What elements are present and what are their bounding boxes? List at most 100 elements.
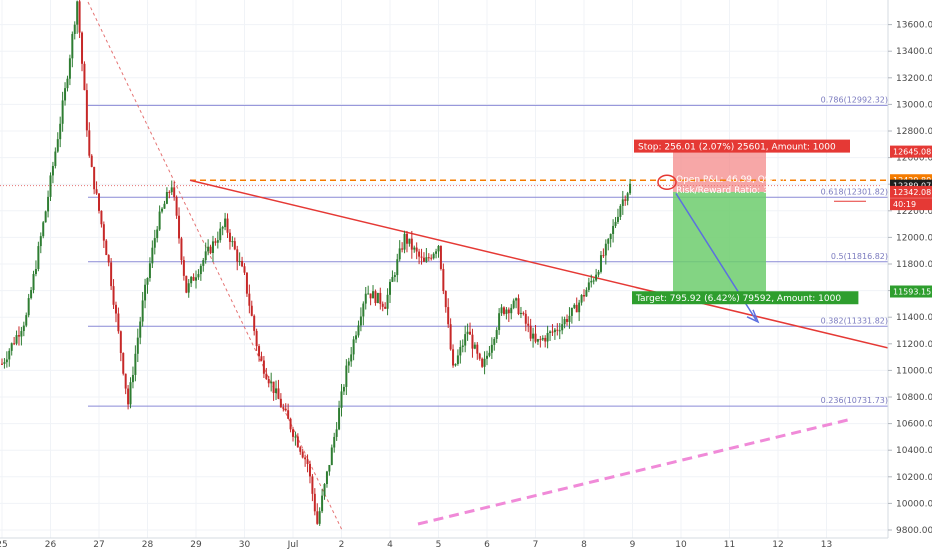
candle-body bbox=[592, 280, 595, 282]
candle-body bbox=[558, 330, 561, 332]
time-tick-label: 11 bbox=[724, 540, 735, 550]
candle-body bbox=[168, 191, 171, 193]
candle-body bbox=[192, 276, 195, 281]
candle-body bbox=[136, 337, 139, 354]
candle-body bbox=[54, 151, 57, 166]
candle-body bbox=[391, 276, 394, 282]
candle-body bbox=[112, 286, 115, 305]
candle-body bbox=[272, 381, 275, 394]
candle-body bbox=[561, 324, 564, 331]
candle-body bbox=[44, 211, 47, 223]
price-tag-label: 12645.08 bbox=[893, 148, 931, 157]
candle-body bbox=[127, 388, 130, 405]
candle-body bbox=[195, 277, 197, 281]
candle-body bbox=[105, 240, 108, 256]
position-tool[interactable] bbox=[673, 151, 766, 292]
price-tick-label: 11800.00 bbox=[896, 260, 932, 270]
candle-body bbox=[367, 293, 370, 295]
price-axis[interactable]: 9800.00 10000.00 10200.00 10400.00 10600.00 1… bbox=[887, 0, 932, 550]
candle-body bbox=[318, 511, 321, 524]
candle-body bbox=[389, 281, 391, 295]
candle-body bbox=[25, 315, 28, 326]
candle-body bbox=[37, 246, 40, 270]
candle-body bbox=[435, 251, 438, 254]
time-tick-label: 28 bbox=[142, 540, 154, 550]
candle-body bbox=[277, 388, 280, 399]
candle-body bbox=[629, 183, 632, 194]
pink-dashed-trendline bbox=[417, 417, 853, 526]
candle-body bbox=[418, 251, 421, 257]
candle-body bbox=[449, 324, 452, 350]
candle-body bbox=[175, 197, 178, 216]
candle-body bbox=[311, 476, 314, 494]
candle-body bbox=[119, 331, 122, 353]
candle-body bbox=[204, 251, 207, 261]
candle-body bbox=[488, 352, 491, 356]
candle-body bbox=[590, 280, 593, 283]
time-axis-background bbox=[0, 538, 932, 550]
price-tick-label: 12200.00 bbox=[896, 207, 932, 217]
candle-body bbox=[180, 238, 183, 261]
candle-body bbox=[478, 353, 481, 359]
candle-body bbox=[117, 313, 120, 332]
candle-body bbox=[163, 203, 166, 209]
candle-body bbox=[328, 464, 331, 472]
candle-body bbox=[253, 315, 256, 331]
candle-body bbox=[510, 307, 513, 314]
candle-body bbox=[330, 447, 333, 465]
candle-body bbox=[544, 337, 547, 342]
candle-body bbox=[415, 247, 418, 252]
candle-body bbox=[93, 166, 96, 190]
time-tick-label: 7 bbox=[533, 540, 539, 550]
candle-body bbox=[408, 238, 411, 244]
candle-body bbox=[621, 199, 624, 206]
candle-body bbox=[575, 304, 578, 313]
candle-body bbox=[619, 205, 622, 217]
candle-body bbox=[173, 187, 176, 198]
candle-body bbox=[486, 355, 488, 359]
candle-body bbox=[471, 334, 474, 349]
candle-body bbox=[100, 210, 103, 225]
candle-body bbox=[609, 233, 612, 240]
price-tick-label: 12600.00 bbox=[896, 154, 932, 164]
candle-body bbox=[476, 344, 479, 354]
candle-body bbox=[432, 253, 435, 259]
candle-body bbox=[146, 278, 149, 285]
candle-body bbox=[95, 189, 98, 194]
candle-body bbox=[350, 354, 353, 362]
price-tick-label: 11200.00 bbox=[896, 340, 932, 350]
price-tick-label: 13000.00 bbox=[896, 100, 932, 110]
candle-body bbox=[534, 333, 537, 342]
candle-body bbox=[410, 238, 413, 250]
time-axis[interactable]: 25 26 27 28 29 30 Jul 2 4 5 6 7 8 9 10 11 12 13 bbox=[0, 537, 932, 550]
candle-body bbox=[233, 241, 236, 250]
candle-body bbox=[490, 344, 493, 353]
candle-body bbox=[211, 241, 214, 253]
candle-body bbox=[197, 274, 200, 278]
candle-body bbox=[444, 291, 447, 308]
candle-body bbox=[498, 313, 501, 331]
candle-body bbox=[1, 363, 3, 365]
price-tick-label: 9800.00 bbox=[896, 526, 932, 536]
candle-body bbox=[22, 325, 25, 332]
candle-body bbox=[214, 241, 217, 243]
candle-body bbox=[447, 307, 450, 325]
candle-body bbox=[221, 227, 224, 229]
candle-body bbox=[495, 330, 498, 339]
candle-body bbox=[626, 193, 629, 201]
candle-body bbox=[401, 248, 404, 250]
candle-body bbox=[241, 260, 244, 267]
projection-arrowhead bbox=[746, 309, 760, 324]
candle-body bbox=[282, 407, 285, 409]
candle-body bbox=[219, 228, 222, 241]
fib-label: 0.618(12301.82) bbox=[821, 187, 888, 196]
time-tick-label: Jul bbox=[287, 540, 299, 550]
highlight-circle bbox=[657, 174, 677, 190]
candle-body bbox=[88, 130, 91, 156]
candle-body bbox=[483, 358, 486, 367]
candle-body bbox=[507, 309, 510, 314]
price-tick-label: 11400.00 bbox=[896, 313, 932, 323]
candles bbox=[1, 0, 632, 526]
